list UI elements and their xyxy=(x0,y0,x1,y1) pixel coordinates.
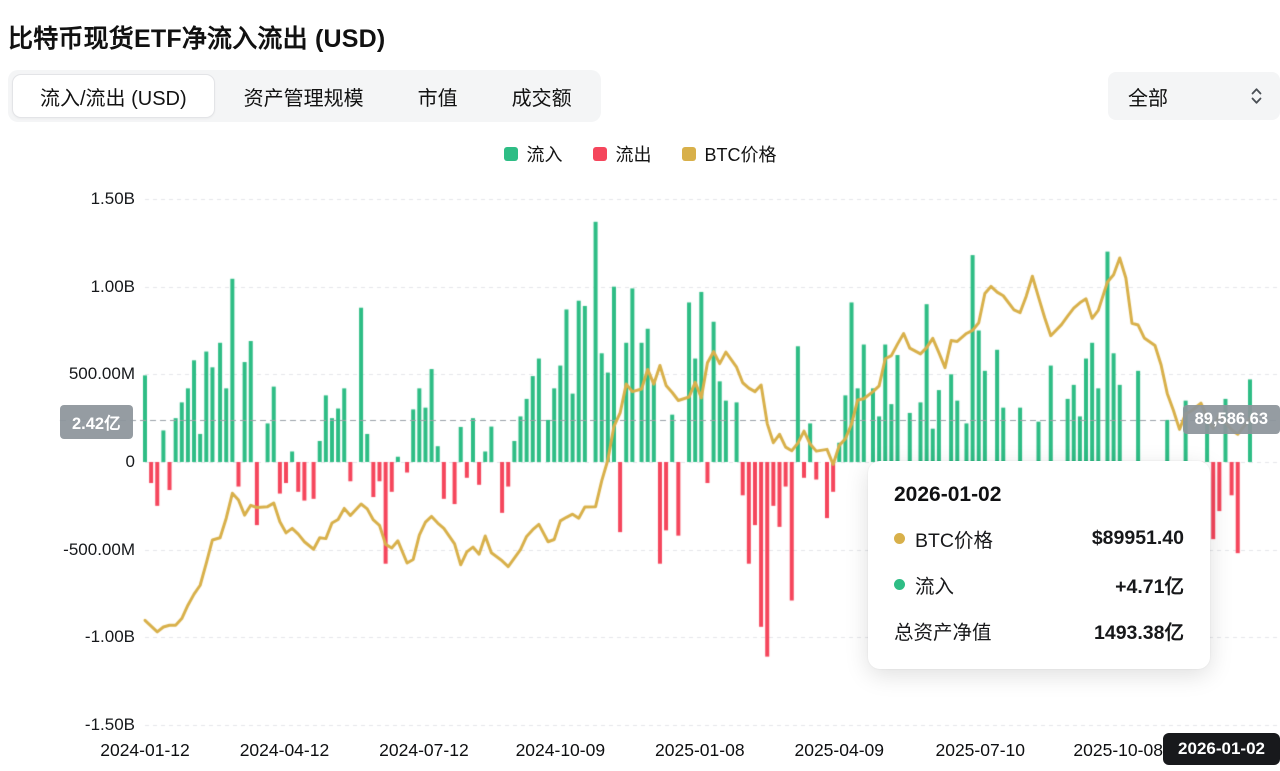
x-tick-label: 2024-10-09 xyxy=(515,740,606,760)
legend-item-0[interactable]: 流入 xyxy=(503,141,563,167)
y-tick-label: -1.50B xyxy=(84,714,135,734)
y-tick-label: -500.00M xyxy=(63,539,135,559)
x-tick-label: 2024-07-12 xyxy=(379,740,469,760)
y-tick-label: 0 xyxy=(125,452,135,471)
legend-item-2[interactable]: BTC价格 xyxy=(681,141,777,167)
tooltip-value: +4.71亿 xyxy=(1115,576,1184,598)
y-tick-label: 500.00M xyxy=(68,364,135,384)
legend-item-1[interactable]: 流出 xyxy=(592,141,652,167)
chart-tooltip: 2026-01-02 BTC价格 $89951.40 流入 +4.71亿总资产净值 14… xyxy=(868,461,1210,669)
tab-market-cap[interactable]: 市值 xyxy=(417,87,458,110)
price-marker-badge: 89,586.63 xyxy=(1182,405,1280,434)
y-tick-label: 1.50B xyxy=(90,189,135,208)
tooltip-row-2: 总资产净值 1493.38亿 xyxy=(894,616,1184,645)
range-select[interactable]: 全部 xyxy=(1108,72,1280,120)
x-tick-label: 2025-01-08 xyxy=(655,740,745,760)
legend-swatch xyxy=(503,147,518,161)
tab-aum[interactable]: 资产管理规模 xyxy=(243,87,364,110)
flow-marker-badge: 2.42亿 xyxy=(60,405,133,439)
legend-label: 流出 xyxy=(615,145,652,165)
range-select-value: 全部 xyxy=(1128,87,1168,110)
legend-swatch xyxy=(681,147,696,161)
tooltip-date: 2026-01-02 xyxy=(894,483,1002,506)
x-tick-label: 2025-10-08 xyxy=(1073,740,1163,760)
legend-label: BTC价格 xyxy=(704,145,777,165)
x-tick-label: 2025-07-10 xyxy=(935,740,1026,760)
tooltip-dot xyxy=(894,533,905,544)
tooltip-rows: BTC价格 $89951.40 流入 +4.71亿总资产净值 1493.38亿 xyxy=(894,524,1184,645)
chart-area: 1.50B 1.00B 500.00M 0 -500.00M -1.00B -1.50B 2… xyxy=(0,180,1280,771)
legend-swatch xyxy=(592,147,607,161)
chevron-up-down-icon xyxy=(1249,86,1264,106)
current-date-badge: 2026-01-02 xyxy=(1163,733,1280,765)
y-tick-label: 1.00B xyxy=(90,276,135,296)
tab-volume[interactable]: 成交额 xyxy=(511,87,572,110)
tooltip-label: BTC价格 xyxy=(915,530,994,552)
legend: 流入 流出 BTC价格 xyxy=(0,141,1280,167)
x-tick-label: 2025-04-09 xyxy=(794,740,885,760)
x-tick-label: 2024-01-12 xyxy=(100,740,190,760)
legend-label: 流入 xyxy=(526,145,563,165)
page-title: 比特币现货ETF净流入流出 (USD) xyxy=(8,24,386,53)
tooltip-row-0: BTC价格 $89951.40 xyxy=(894,524,1184,553)
tooltip-row-1: 流入 +4.71亿 xyxy=(894,570,1184,599)
tooltip-value: 1493.38亿 xyxy=(1094,622,1184,644)
tab-flows[interactable]: 流入/流出 (USD) xyxy=(12,74,215,118)
tooltip-label: 总资产净值 xyxy=(894,622,992,644)
y-tick-label: -1.00B xyxy=(84,627,135,647)
x-tick-label: 2024-04-12 xyxy=(239,740,330,760)
tooltip-dot xyxy=(894,579,905,590)
tab-bar: 流入/流出 (USD) 资产管理规模 市值 成交额 xyxy=(8,70,601,122)
tooltip-value: $89951.40 xyxy=(1091,527,1184,549)
tooltip-label: 流入 xyxy=(915,576,955,598)
